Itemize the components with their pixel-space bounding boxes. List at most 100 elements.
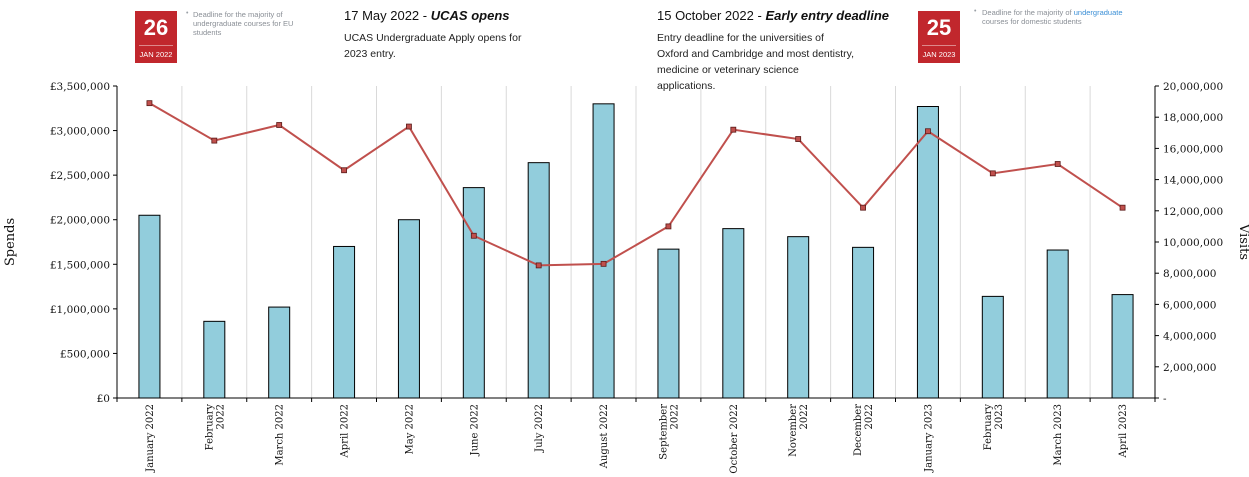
- ucas-date: 17 May 2022: [344, 8, 420, 23]
- tick-labels: £0 £500,000 £1,000,000 £1,500,000 £2,000,000…: [50, 81, 1223, 474]
- y-tick-label: £1,500,000: [50, 259, 110, 271]
- spend-bar: [462, 187, 485, 399]
- x-tick-line: June 2022: [469, 404, 480, 456]
- spend-bar: [657, 248, 680, 399]
- spend-bar: [852, 246, 875, 399]
- visits-marker: [470, 232, 477, 239]
- spends-bars: [138, 103, 1134, 399]
- spend-bar: [268, 306, 291, 399]
- axes: [113, 85, 1159, 402]
- spend-bar: [203, 320, 226, 399]
- spend-bar: [981, 295, 1004, 399]
- visits-marker: [989, 170, 996, 177]
- x-tick-line: 2022: [864, 404, 875, 429]
- y2-tick-label: 20,000,000: [1163, 81, 1223, 93]
- x-tick-label: September 2022: [658, 404, 680, 460]
- y-tick-label: £0: [97, 393, 110, 405]
- x-tick-label: August 2022: [599, 404, 610, 469]
- x-tick-label: April 2023: [1118, 404, 1129, 458]
- x-tick-label: February 2023: [983, 404, 1005, 451]
- badge-month: JAN 2023: [922, 50, 956, 59]
- x-tick-label: November 2022: [788, 404, 810, 457]
- y-tick-label: £3,500,000: [50, 81, 110, 93]
- y-tick-label: £1,000,000: [50, 304, 110, 316]
- early-deadline-title: 15 October 2022 - Early entry deadline: [657, 8, 889, 23]
- x-tick-label: June 2022: [469, 404, 480, 456]
- y-tick-label: £2,000,000: [50, 215, 110, 227]
- early-date: 15 October 2022: [657, 8, 754, 23]
- x-tick-label: January 2022: [145, 404, 156, 473]
- date-badge-eu: 26 JAN 2022: [135, 11, 177, 63]
- x-tick-label: January 2023: [923, 404, 934, 473]
- spend-bar: [397, 219, 420, 399]
- eu-deadline-note: Deadline for the majority of undergradua…: [193, 10, 294, 37]
- early-deadline-body: Entry deadline for the universities of O…: [657, 32, 855, 92]
- note-bullet: •: [974, 8, 977, 15]
- y2-tick-label: 16,000,000: [1163, 143, 1223, 155]
- x-tick-line: December: [853, 404, 864, 456]
- visits-marker: [1119, 204, 1126, 211]
- spend-bar: [1111, 294, 1134, 399]
- visits-marker: [341, 167, 347, 174]
- y-tick-label: £2,500,000: [50, 170, 110, 182]
- visits-marker: [406, 123, 412, 130]
- x-tick-line: 2022: [215, 404, 226, 429]
- x-tick-line: September: [658, 404, 669, 460]
- x-tick-label: December 2022: [853, 404, 875, 456]
- y2-tick-label: 4,000,000: [1163, 331, 1216, 343]
- y2-tick-label: -: [1163, 393, 1167, 405]
- y-tick-label: £500,000: [60, 348, 110, 360]
- spend-bar: [1046, 249, 1069, 399]
- visits-marker: [795, 136, 802, 142]
- early-sep: -: [757, 8, 762, 23]
- date-badge-domestic: 25 JAN 2023: [918, 11, 960, 63]
- ucas-opens-title: 17 May 2022 - UCAS opens: [344, 8, 510, 23]
- visits-marker: [535, 262, 542, 269]
- ucas-sep: -: [422, 8, 428, 23]
- spend-bar: [527, 162, 550, 399]
- x-tick-line: January 2023: [923, 404, 934, 473]
- gridlines: [181, 86, 1091, 398]
- y2-tick-label: 18,000,000: [1163, 112, 1223, 124]
- visits-marker: [600, 260, 607, 267]
- x-tick-line: February: [204, 404, 215, 451]
- x-tick-line: March 2023: [1053, 404, 1064, 466]
- y2-tick-label: 8,000,000: [1163, 268, 1216, 280]
- domestic-deadline-note: Deadline for the majority of undergradua…: [982, 8, 1132, 26]
- x-tick-label: March 2022: [275, 404, 286, 466]
- ucas-label: UCAS opens: [430, 8, 510, 23]
- x-tick-line: May 2022: [404, 404, 415, 454]
- visits-marker: [276, 122, 283, 128]
- undergraduate-link[interactable]: undergraduate: [1073, 8, 1123, 17]
- spend-bar: [787, 236, 810, 399]
- y-axis-title: Spends: [3, 218, 18, 266]
- spend-bar: [916, 106, 939, 399]
- spend-bar: [722, 228, 745, 399]
- x-tick-label: July 2022: [534, 404, 545, 453]
- spend-bar: [138, 214, 161, 399]
- x-tick-line: November: [788, 404, 799, 457]
- x-tick-line: July 2022: [534, 404, 545, 453]
- y2-tick-label: 2,000,000: [1163, 362, 1216, 374]
- spend-bar: [333, 245, 356, 399]
- badge-day: 25: [926, 15, 952, 40]
- spend-bar: [592, 103, 615, 399]
- ucas-opens-body: UCAS Undergraduate Apply opens for 2023 …: [344, 32, 522, 60]
- y-tick-label: £3,000,000: [50, 126, 110, 138]
- badge-divider: [139, 45, 173, 46]
- visits-marker: [860, 204, 866, 211]
- x-tick-label: May 2022: [404, 404, 415, 454]
- visits-marker: [211, 137, 218, 144]
- x-tick-line: February: [983, 404, 994, 451]
- badge-divider: [922, 45, 956, 46]
- x-tick-label: March 2023: [1053, 404, 1064, 466]
- x-tick-label: April 2022: [340, 404, 351, 458]
- x-tick-line: April 2023: [1118, 404, 1129, 458]
- x-tick-line: 2022: [669, 404, 680, 429]
- x-tick-line: August 2022: [599, 404, 610, 469]
- visits-marker: [1054, 161, 1061, 167]
- x-tick-line: January 2022: [145, 404, 156, 473]
- y2-tick-label: 10,000,000: [1163, 237, 1223, 249]
- x-tick-line: 2023: [994, 404, 1005, 429]
